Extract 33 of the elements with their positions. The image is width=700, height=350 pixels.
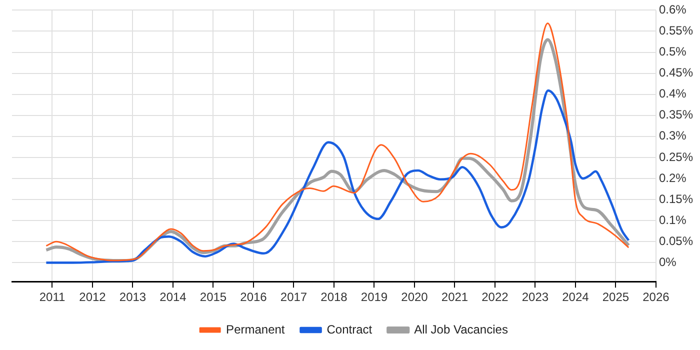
- y-tick-label: 0.35%: [658, 108, 694, 122]
- x-tick-label: 2023: [522, 290, 549, 304]
- x-tick-label: 2011: [39, 290, 66, 304]
- y-tick-label: 0.4%: [658, 86, 687, 101]
- y-tick-label: 0.3%: [658, 128, 687, 143]
- x-tick-label: 2012: [79, 290, 106, 304]
- y-tick-label: 0.6%: [658, 2, 687, 17]
- y-tick-label: 0.55%: [658, 24, 694, 38]
- x-tick-label: 2016: [240, 290, 268, 304]
- y-tick-label: 0%: [658, 254, 677, 269]
- x-tick-label: 2026: [642, 290, 670, 304]
- y-tick-label: 0.15%: [658, 192, 694, 206]
- x-tick-label: 2020: [401, 290, 428, 304]
- x-tick-label: 2017: [280, 290, 308, 304]
- x-tick-label: 2013: [119, 290, 146, 304]
- x-tick-label: 2022: [482, 290, 509, 304]
- y-tick-label: 0.05%: [658, 234, 694, 248]
- y-tick-label: 0.5%: [658, 44, 687, 59]
- y-tick-label: 0.25%: [658, 150, 694, 164]
- legend-label: Contract: [326, 322, 373, 336]
- x-tick-label: 2019: [360, 290, 388, 304]
- x-tick-label: 2015: [200, 290, 227, 304]
- x-tick-label: 2021: [441, 290, 468, 304]
- x-tick-label: 2014: [160, 290, 187, 304]
- line-series: [45, 89, 630, 264]
- x-tick-label: 2018: [320, 290, 348, 304]
- legend-label: Permanent: [226, 322, 286, 336]
- x-tick-label: 2024: [562, 290, 590, 304]
- y-tick-label: 0.1%: [658, 212, 687, 227]
- y-tick-label: 0.45%: [658, 66, 694, 80]
- x-tick-label: 2025: [602, 290, 630, 304]
- legend-label: All Job Vacancies: [414, 322, 508, 336]
- y-tick-label: 0.2%: [658, 170, 687, 185]
